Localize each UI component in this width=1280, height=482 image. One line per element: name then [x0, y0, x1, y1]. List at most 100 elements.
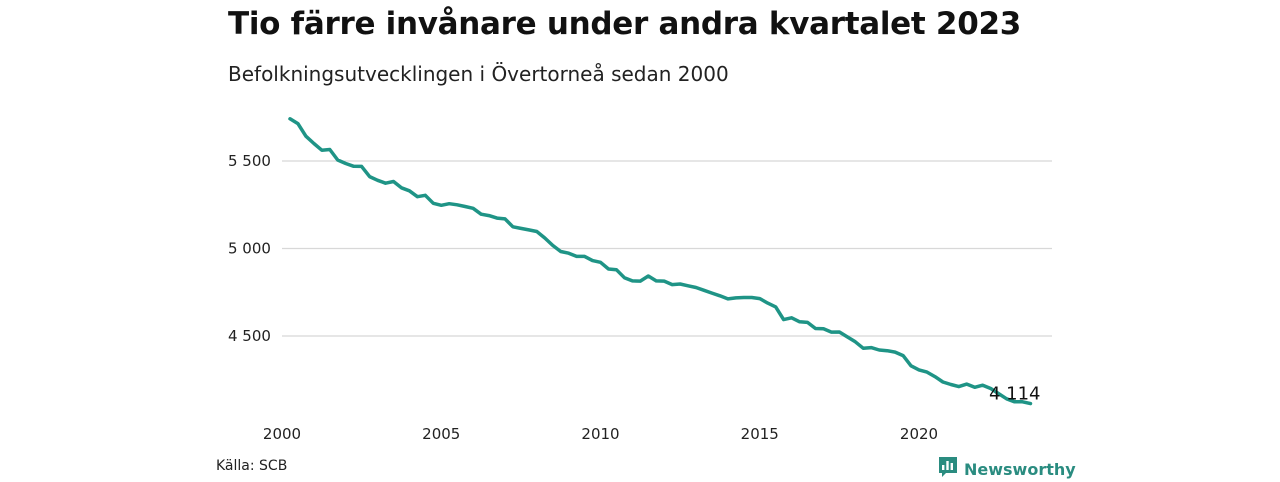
data-point — [384, 182, 387, 184]
data-point — [679, 283, 681, 285]
data-point — [504, 218, 506, 220]
data-point — [305, 135, 307, 137]
population-line — [288, 117, 1033, 406]
data-point — [663, 280, 665, 282]
data-point — [918, 369, 920, 371]
data-point — [536, 230, 538, 233]
data-point — [998, 393, 1000, 395]
data-point — [520, 227, 522, 229]
gridlines — [282, 160, 1052, 337]
data-point — [886, 350, 888, 352]
data-point — [870, 347, 872, 349]
data-point — [432, 202, 434, 204]
data-point — [838, 331, 841, 333]
data-point — [599, 261, 602, 263]
data-point — [408, 190, 410, 192]
data-point — [392, 180, 395, 183]
data-point — [448, 203, 450, 205]
data-point — [313, 142, 315, 145]
data-points — [289, 118, 1032, 405]
data-point — [607, 268, 610, 270]
data-point — [966, 383, 968, 385]
data-point — [767, 302, 769, 304]
data-point — [735, 297, 737, 299]
y-tick-label: 4 500 — [228, 327, 271, 345]
data-point — [799, 321, 801, 323]
newsworthy-logo-icon — [938, 456, 958, 482]
data-point — [345, 162, 347, 165]
data-point — [584, 255, 586, 257]
data-point — [631, 280, 634, 282]
data-point — [942, 381, 944, 383]
data-point — [289, 118, 291, 120]
y-tick-label: 5 500 — [228, 152, 271, 170]
data-point — [544, 237, 546, 239]
data-point — [639, 280, 641, 282]
data-point — [950, 383, 952, 386]
data-point — [1014, 401, 1016, 403]
x-tick-label: 2000 — [263, 425, 301, 443]
data-point — [854, 341, 856, 343]
y-axis-tick-labels: 4 500 5 000 5 500 — [228, 152, 271, 345]
data-point — [377, 179, 379, 181]
end-value-label: 4 114 — [989, 384, 1041, 405]
data-point — [480, 213, 482, 215]
data-point — [297, 123, 299, 125]
data-point — [711, 292, 713, 294]
data-point — [719, 295, 721, 297]
data-point — [958, 386, 960, 388]
brand-logo: Newsworthy — [938, 456, 1076, 482]
data-point — [822, 328, 825, 330]
data-point — [806, 321, 809, 323]
data-point — [743, 296, 745, 299]
x-tick-label: 2020 — [900, 425, 938, 443]
data-point — [440, 204, 442, 206]
data-point — [329, 148, 331, 151]
data-point — [512, 226, 514, 228]
data-point — [647, 275, 649, 277]
data-point — [361, 165, 363, 167]
data-point — [910, 365, 912, 367]
data-point — [416, 196, 418, 198]
data-point — [990, 387, 992, 390]
data-point — [846, 336, 848, 338]
data-point — [974, 386, 976, 388]
data-point — [703, 289, 705, 291]
data-point — [695, 286, 697, 289]
data-point — [560, 250, 562, 253]
data-point — [671, 284, 673, 286]
data-point — [878, 349, 880, 351]
x-tick-label: 2010 — [581, 425, 619, 443]
brand-name: Newsworthy — [964, 459, 1076, 479]
data-point — [814, 327, 817, 330]
data-point — [1029, 403, 1032, 405]
data-point — [751, 296, 753, 299]
data-point — [894, 351, 896, 353]
data-point — [830, 331, 833, 333]
data-point — [353, 165, 355, 167]
chart-title: Tio färre invånare under andra kvartalet… — [228, 6, 1022, 42]
data-point — [1006, 398, 1008, 400]
x-tick-label: 2015 — [741, 425, 779, 443]
chart-subtitle: Befolkningsutvecklingen i Övertorneå sed… — [228, 62, 729, 86]
data-point — [568, 252, 570, 254]
data-point — [623, 277, 626, 279]
data-point — [615, 269, 618, 271]
x-tick-label: 2005 — [422, 425, 460, 443]
data-point — [424, 194, 426, 196]
data-point — [862, 347, 864, 349]
data-point — [456, 204, 458, 206]
x-axis-tick-labels: 2000 2005 2010 2015 2020 — [263, 425, 938, 443]
data-point — [775, 306, 777, 308]
data-point — [727, 298, 729, 300]
data-point — [488, 215, 490, 217]
data-point — [783, 319, 785, 321]
data-point — [926, 371, 928, 373]
data-point — [982, 384, 984, 386]
data-point — [576, 255, 578, 257]
data-point — [528, 229, 530, 231]
data-point — [934, 376, 936, 378]
data-point — [759, 298, 761, 300]
data-point — [400, 187, 402, 189]
